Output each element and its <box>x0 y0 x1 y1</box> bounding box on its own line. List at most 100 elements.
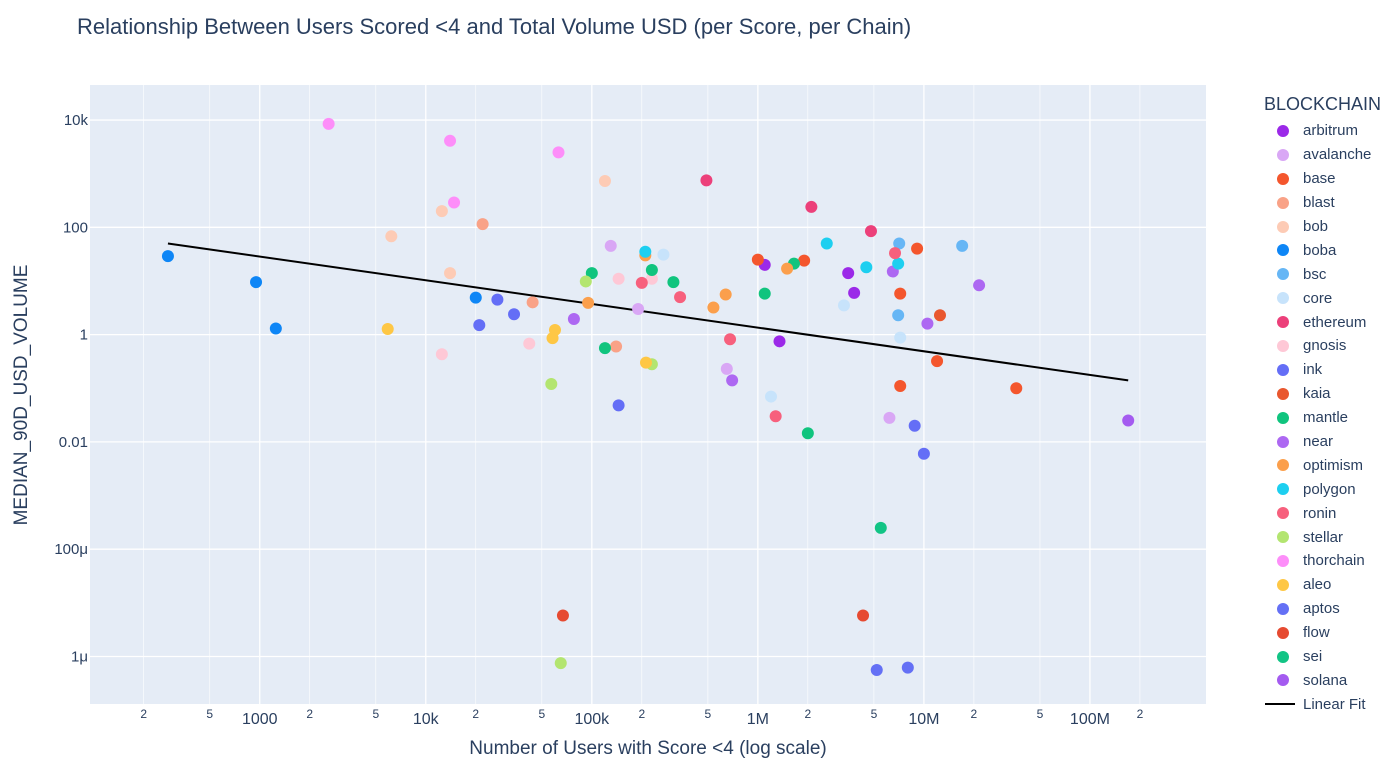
legend-label: blast <box>1303 194 1335 212</box>
x-tick-label: 10M <box>908 711 939 728</box>
legend-item-optimism[interactable]: optimism <box>1264 453 1395 477</box>
point-aleo <box>548 323 561 336</box>
legend-swatch <box>1277 459 1289 472</box>
legend-item-flow[interactable]: flow <box>1264 621 1395 645</box>
x-tick-label: 100k <box>574 711 610 728</box>
point-near <box>973 279 986 292</box>
point-bsc <box>956 239 969 252</box>
x-tick-label: 2 <box>638 707 645 721</box>
x-tick-label: 5 <box>206 707 213 721</box>
legend-label: arbitrum <box>1303 122 1359 140</box>
legend-title: BLOCKCHAIN <box>1264 94 1382 114</box>
legend-item-solana[interactable]: solana <box>1264 668 1395 692</box>
point-optimism <box>719 288 732 301</box>
point-mantle <box>667 276 680 289</box>
legend-item-ronin[interactable]: ronin <box>1264 501 1395 525</box>
point-blast <box>526 296 539 309</box>
point-aptos <box>901 661 914 674</box>
x-tick-label: 5 <box>871 707 878 721</box>
legend-item-gnosis[interactable]: gnosis <box>1264 334 1395 358</box>
y-axis-label: MEDIAN_90D_USD_VOLUME <box>11 265 32 526</box>
legend-item-stellar[interactable]: stellar <box>1264 525 1395 549</box>
legend-item-bob[interactable]: bob <box>1264 215 1395 239</box>
legend-swatch <box>1277 650 1289 663</box>
legend-item-avalanche[interactable]: avalanche <box>1264 143 1395 167</box>
point-thorchain <box>444 134 457 147</box>
point-arbitrum <box>848 286 861 299</box>
legend-item-sei[interactable]: sei <box>1264 645 1395 669</box>
legend-item-kaia[interactable]: kaia <box>1264 382 1395 406</box>
legend-label: sei <box>1303 648 1323 666</box>
legend-item-linear-fit[interactable]: Linear Fit <box>1264 692 1395 716</box>
legend-item-ink[interactable]: ink <box>1264 358 1395 382</box>
point-gnosis <box>645 272 658 285</box>
legend-item-aptos[interactable]: aptos <box>1264 597 1395 621</box>
point-avalanche <box>883 411 896 424</box>
point-aleo <box>640 356 653 369</box>
x-tick-label: 1000 <box>242 711 278 728</box>
legend-item-aleo[interactable]: aleo <box>1264 573 1395 597</box>
point-stellar <box>554 657 567 670</box>
legend-item-boba[interactable]: boba <box>1264 238 1395 262</box>
point-optimism <box>582 296 595 309</box>
legend-swatch <box>1277 196 1289 209</box>
y-tick-label: 10k <box>64 112 89 129</box>
legend-label: base <box>1303 170 1336 188</box>
point-near <box>921 317 934 330</box>
legend-item-polygon[interactable]: polygon <box>1264 477 1395 501</box>
legend-item-arbitrum[interactable]: arbitrum <box>1264 119 1395 143</box>
point-optimism <box>781 262 794 275</box>
legend-label: optimism <box>1303 456 1364 474</box>
point-bob <box>598 175 611 188</box>
point-gnosis <box>523 337 536 350</box>
point-gnosis <box>435 348 448 361</box>
legend-swatch <box>1277 626 1289 639</box>
x-tick-label: 2 <box>306 707 313 721</box>
legend-label: polygon <box>1303 480 1356 498</box>
point-optimism <box>707 301 720 314</box>
legend-item-near[interactable]: near <box>1264 430 1395 454</box>
plot-area <box>90 85 1206 704</box>
point-base <box>894 380 907 393</box>
point-near <box>567 313 580 326</box>
point-bsc <box>892 309 905 322</box>
point-ink <box>917 447 930 460</box>
point-blast <box>476 218 489 231</box>
x-tick-label: 100M <box>1070 711 1110 728</box>
point-bob <box>385 230 398 243</box>
legend-item-mantle[interactable]: mantle <box>1264 406 1395 430</box>
legend-item-ethereum[interactable]: ethereum <box>1264 310 1395 334</box>
legend: BLOCKCHAIN arbitrum avalanche base blast bob… <box>1264 94 1395 716</box>
point-mantle <box>598 342 611 355</box>
legend-item-core[interactable]: core <box>1264 286 1395 310</box>
legend-swatch <box>1277 339 1289 352</box>
legend-swatch <box>1277 483 1289 496</box>
legend-item-blast[interactable]: blast <box>1264 191 1395 215</box>
legend-swatch <box>1277 554 1289 567</box>
legend-label: ethereum <box>1303 313 1367 331</box>
point-blast <box>610 340 623 353</box>
legend-swatch <box>1277 124 1289 137</box>
point-ink <box>473 319 486 332</box>
point-flow <box>556 609 569 622</box>
point-polygon <box>892 257 905 270</box>
x-tick-label: 2 <box>805 707 812 721</box>
legend-swatch <box>1277 292 1289 305</box>
point-boba <box>161 250 174 263</box>
point-sei <box>874 521 887 534</box>
point-thorchain <box>322 117 335 130</box>
point-polygon <box>860 261 873 274</box>
point-ronin <box>889 247 902 260</box>
legend-swatch <box>1277 674 1289 687</box>
point-mantle <box>645 264 658 277</box>
legend-item-base[interactable]: base <box>1264 167 1395 191</box>
legend-swatch <box>1277 244 1289 257</box>
point-boba <box>250 276 263 289</box>
point-base <box>894 287 907 300</box>
legend-item-bsc[interactable]: bsc <box>1264 262 1395 286</box>
legend-item-thorchain[interactable]: thorchain <box>1264 549 1395 573</box>
point-ink <box>491 293 504 306</box>
point-core <box>765 390 778 403</box>
point-ink <box>508 308 521 321</box>
